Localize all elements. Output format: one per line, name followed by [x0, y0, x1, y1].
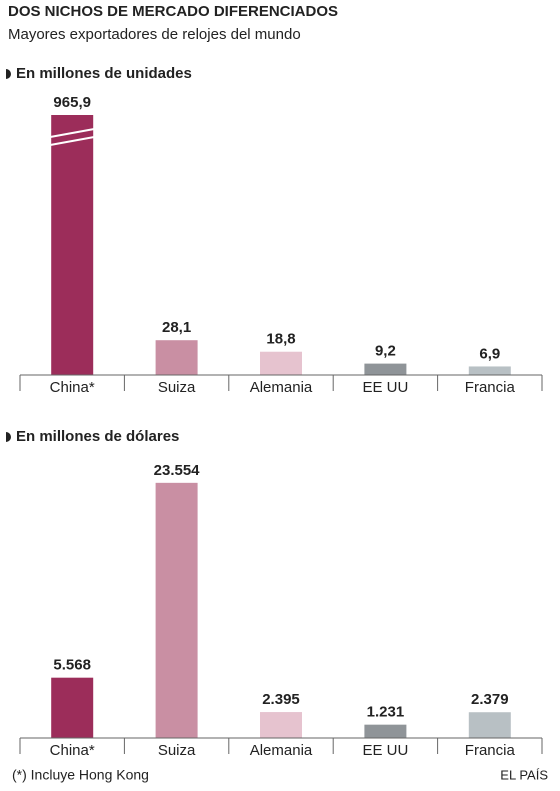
x-tick-label: Suiza — [158, 742, 196, 759]
value-label: 965,9 — [53, 94, 91, 111]
panel-title: En millones de unidades — [16, 65, 192, 82]
x-tick-label: Suiza — [158, 379, 196, 396]
panel-title: En millones de dólares — [16, 428, 179, 445]
axis-break — [50, 128, 95, 138]
bar — [364, 363, 407, 375]
bar — [155, 340, 198, 375]
bar — [260, 351, 302, 375]
x-tick-label: Alemania — [250, 379, 313, 396]
source: EL PAÍS — [500, 767, 548, 782]
value-label: 18,8 — [266, 331, 295, 348]
bar — [155, 482, 198, 738]
bar — [468, 366, 511, 375]
x-tick-label: EE UU — [362, 379, 408, 396]
title: DOS NICHOS DE MERCADO DIFERENCIADOS — [8, 3, 338, 20]
value-label: 5.568 — [53, 657, 91, 674]
value-label: 23.554 — [154, 462, 201, 479]
bar — [260, 712, 302, 738]
bar — [51, 677, 94, 738]
x-tick-label: China* — [50, 742, 95, 759]
x-tick-label: Francia — [465, 379, 516, 396]
value-label: 28,1 — [162, 319, 191, 336]
bar — [364, 724, 407, 738]
x-tick-label: Francia — [465, 742, 516, 759]
value-label: 2.395 — [262, 691, 300, 708]
bullet — [6, 432, 11, 442]
x-tick-label: Alemania — [250, 742, 313, 759]
footnote: (*) Incluye Hong Kong — [12, 767, 149, 783]
axis-break — [50, 136, 95, 146]
x-tick-label: China* — [50, 379, 95, 396]
value-label: 6,9 — [479, 345, 500, 362]
value-label: 2.379 — [471, 691, 509, 708]
bar — [51, 115, 94, 375]
bar — [468, 712, 511, 738]
value-label: 9,2 — [375, 343, 396, 360]
bullet — [6, 69, 11, 79]
value-label: 1.231 — [367, 704, 405, 721]
subtitle: Mayores exportadores de relojes del mund… — [8, 26, 301, 43]
x-tick-label: EE UU — [362, 742, 408, 759]
